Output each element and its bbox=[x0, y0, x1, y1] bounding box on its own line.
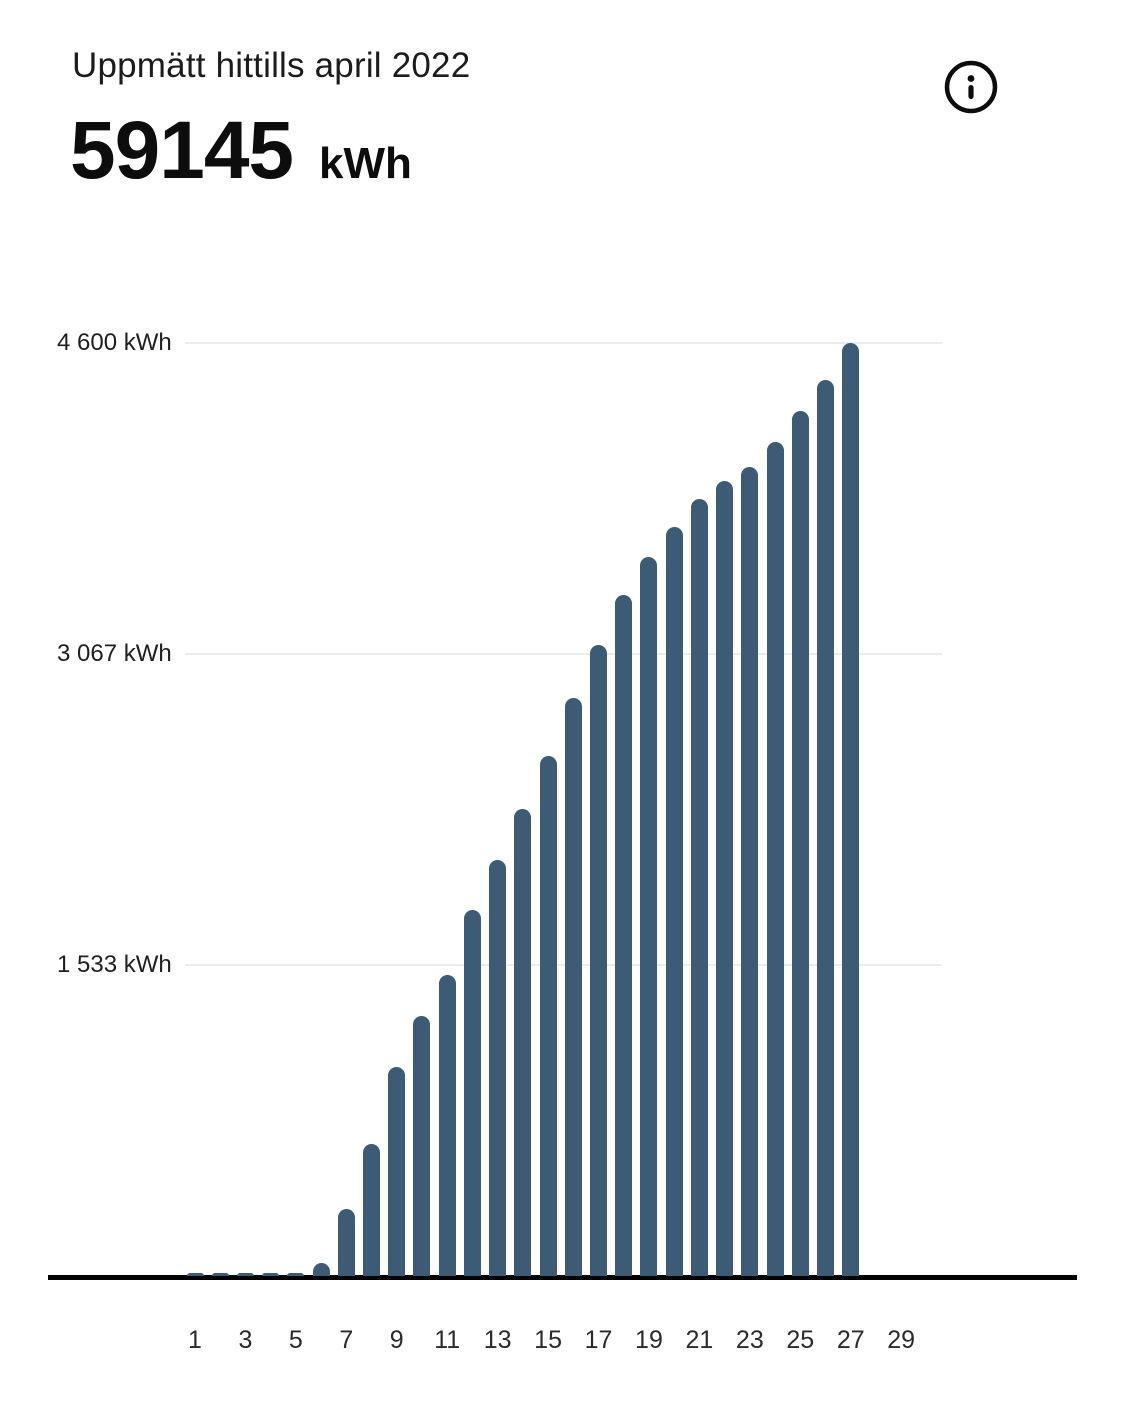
bar-day-27[interactable] bbox=[842, 343, 860, 1276]
total-value-row: 59145 kWh bbox=[70, 104, 412, 198]
x-axis-label-29: 29 bbox=[887, 1326, 916, 1354]
bar-day-3[interactable] bbox=[236, 1273, 254, 1276]
bar-day-24[interactable] bbox=[766, 442, 784, 1276]
x-axis-label-13: 13 bbox=[483, 1326, 512, 1354]
bar-day-7[interactable] bbox=[337, 1209, 355, 1276]
gridline bbox=[185, 964, 942, 967]
bar-day-4[interactable] bbox=[262, 1273, 280, 1276]
bar-day-18[interactable] bbox=[615, 595, 633, 1276]
bar-day-15[interactable] bbox=[539, 756, 557, 1276]
x-axis-label-27: 27 bbox=[836, 1326, 865, 1354]
bar-day-14[interactable] bbox=[514, 809, 532, 1276]
bar-day-19[interactable] bbox=[640, 557, 658, 1276]
bar-day-13[interactable] bbox=[489, 860, 507, 1276]
y-axis-label: 1 533 kWh bbox=[57, 951, 172, 979]
x-axis-label-11: 11 bbox=[434, 1326, 461, 1354]
bar-day-20[interactable] bbox=[665, 527, 683, 1276]
x-axis-line bbox=[48, 1275, 1077, 1280]
x-axis-label-9: 9 bbox=[389, 1326, 404, 1354]
y-axis-label: 4 600 kWh bbox=[57, 329, 172, 356]
total-value: 59145 bbox=[70, 105, 294, 196]
total-unit: kWh bbox=[319, 139, 412, 188]
info-icon bbox=[944, 60, 998, 114]
bar-day-9[interactable] bbox=[388, 1067, 406, 1276]
x-axis-label-19: 19 bbox=[635, 1326, 663, 1354]
bar-day-26[interactable] bbox=[817, 380, 834, 1276]
gridline bbox=[185, 652, 942, 655]
bar-day-11[interactable] bbox=[438, 975, 456, 1276]
x-axis-label-15: 15 bbox=[534, 1326, 562, 1354]
bar-day-1[interactable] bbox=[186, 1273, 204, 1276]
gridline bbox=[185, 342, 942, 344]
x-axis-label-3: 3 bbox=[238, 1326, 253, 1354]
bar-day-17[interactable] bbox=[590, 645, 608, 1276]
info-button[interactable] bbox=[942, 58, 1000, 116]
bar-day-2[interactable] bbox=[211, 1273, 229, 1276]
x-axis-label-5: 5 bbox=[288, 1326, 303, 1354]
x-axis-label-21: 21 bbox=[685, 1326, 714, 1354]
bar-day-23[interactable] bbox=[741, 467, 759, 1276]
y-axis-label: 3 067 kWh bbox=[57, 639, 172, 667]
page-title: Uppmätt hittills april 2022 bbox=[72, 46, 471, 85]
bar-day-25[interactable] bbox=[791, 411, 809, 1276]
bar-day-10[interactable] bbox=[413, 1016, 431, 1276]
bar-day-22[interactable] bbox=[716, 481, 734, 1276]
bar-day-21[interactable] bbox=[690, 499, 708, 1276]
x-axis-label-23: 23 bbox=[735, 1326, 764, 1354]
x-axis-label-1: 1 bbox=[188, 1326, 202, 1354]
bar-day-8[interactable] bbox=[363, 1144, 381, 1276]
x-axis-label-7: 7 bbox=[339, 1326, 354, 1354]
bar-day-16[interactable] bbox=[564, 698, 582, 1276]
bar-day-5[interactable] bbox=[287, 1273, 305, 1276]
x-axis-label-25: 25 bbox=[786, 1326, 815, 1354]
bar-day-6[interactable] bbox=[312, 1263, 330, 1276]
bar-day-12[interactable] bbox=[463, 910, 481, 1276]
x-axis-label-17: 17 bbox=[584, 1326, 613, 1354]
